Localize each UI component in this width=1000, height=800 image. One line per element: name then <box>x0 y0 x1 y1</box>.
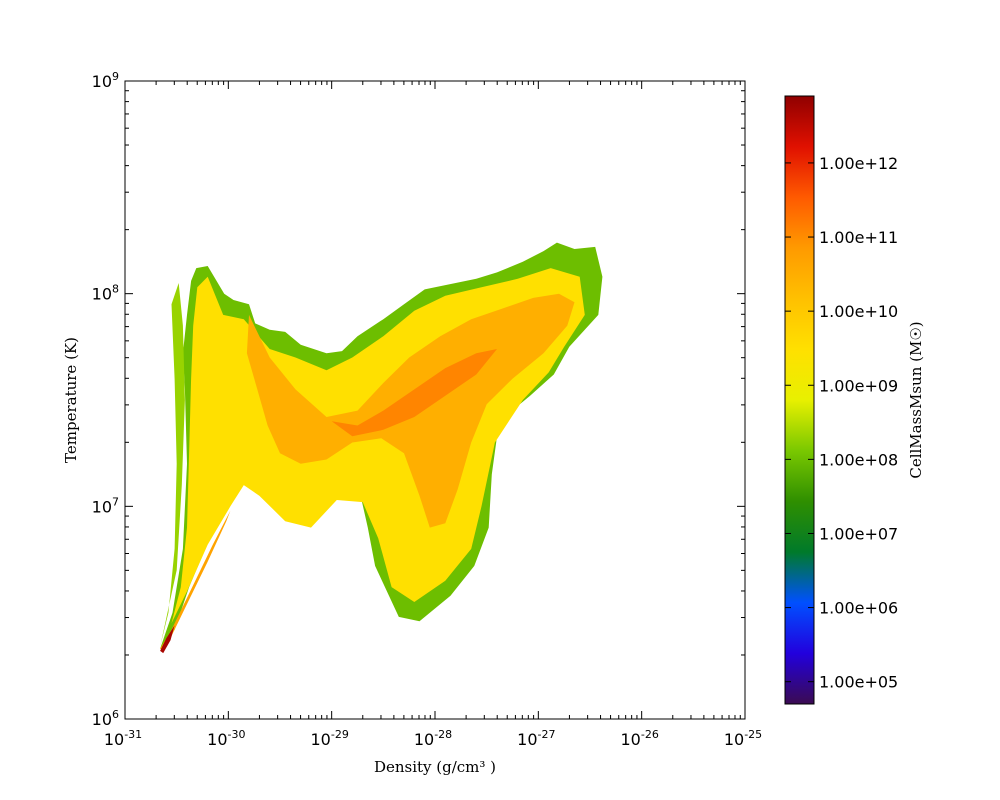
colorbar-tick-label: 1.00e+05 <box>819 673 898 692</box>
x-tick-label: 10-25 <box>724 728 762 749</box>
plot-frame <box>124 80 746 720</box>
heatmap-region-left-spur <box>160 283 185 647</box>
y-tick-label: 109 <box>92 70 119 91</box>
colorbar-tick-label: 1.00e+09 <box>819 376 898 395</box>
y-tick-label: 106 <box>92 708 119 729</box>
colorbar-tick-label: 1.00e+10 <box>819 302 898 321</box>
y-tick-label: 108 <box>92 283 119 304</box>
x-tick-label: 10-28 <box>414 728 452 749</box>
heatmap-region-isothermal-line <box>160 510 231 651</box>
y-tick-label: 107 <box>92 495 119 516</box>
colorbar-tick-label: 1.00e+07 <box>819 524 898 543</box>
colorbar-label: CellMassMsun (M☉) <box>907 321 925 478</box>
x-tick-label: 10-31 <box>104 728 142 749</box>
x-tick-labels: 10-31 10-30 10-29 10-28 10-27 10-26 10-25 <box>104 728 762 749</box>
colorbar <box>784 95 815 705</box>
x-tick-label: 10-27 <box>517 728 555 749</box>
y-axis-label: Temperature (K) <box>62 337 80 463</box>
x-axis-label: Density (g/cm³ ) <box>374 758 496 776</box>
colorbar-tick-label: 1.00e+08 <box>819 450 898 469</box>
colorbar-tick-labels: 1.00e+05 1.00e+06 1.00e+07 1.00e+08 1.00e+09… <box>819 154 898 692</box>
colorbar-tick-label: 1.00e+11 <box>819 228 898 247</box>
x-tick-label: 10-29 <box>311 728 349 749</box>
x-tick-label: 10-26 <box>621 728 659 749</box>
colorbar-ticks <box>785 162 814 683</box>
x-tick-label: 10-30 <box>207 728 245 749</box>
y-tick-labels: 106 107 108 109 <box>92 70 119 729</box>
heatmap-region-peak <box>160 625 175 654</box>
colorbar-tick-label: 1.00e+06 <box>819 599 898 618</box>
heatmap-region-dense-core <box>331 349 497 437</box>
heatmap <box>160 242 603 654</box>
colorbar-tick-label: 1.00e+12 <box>819 154 898 173</box>
